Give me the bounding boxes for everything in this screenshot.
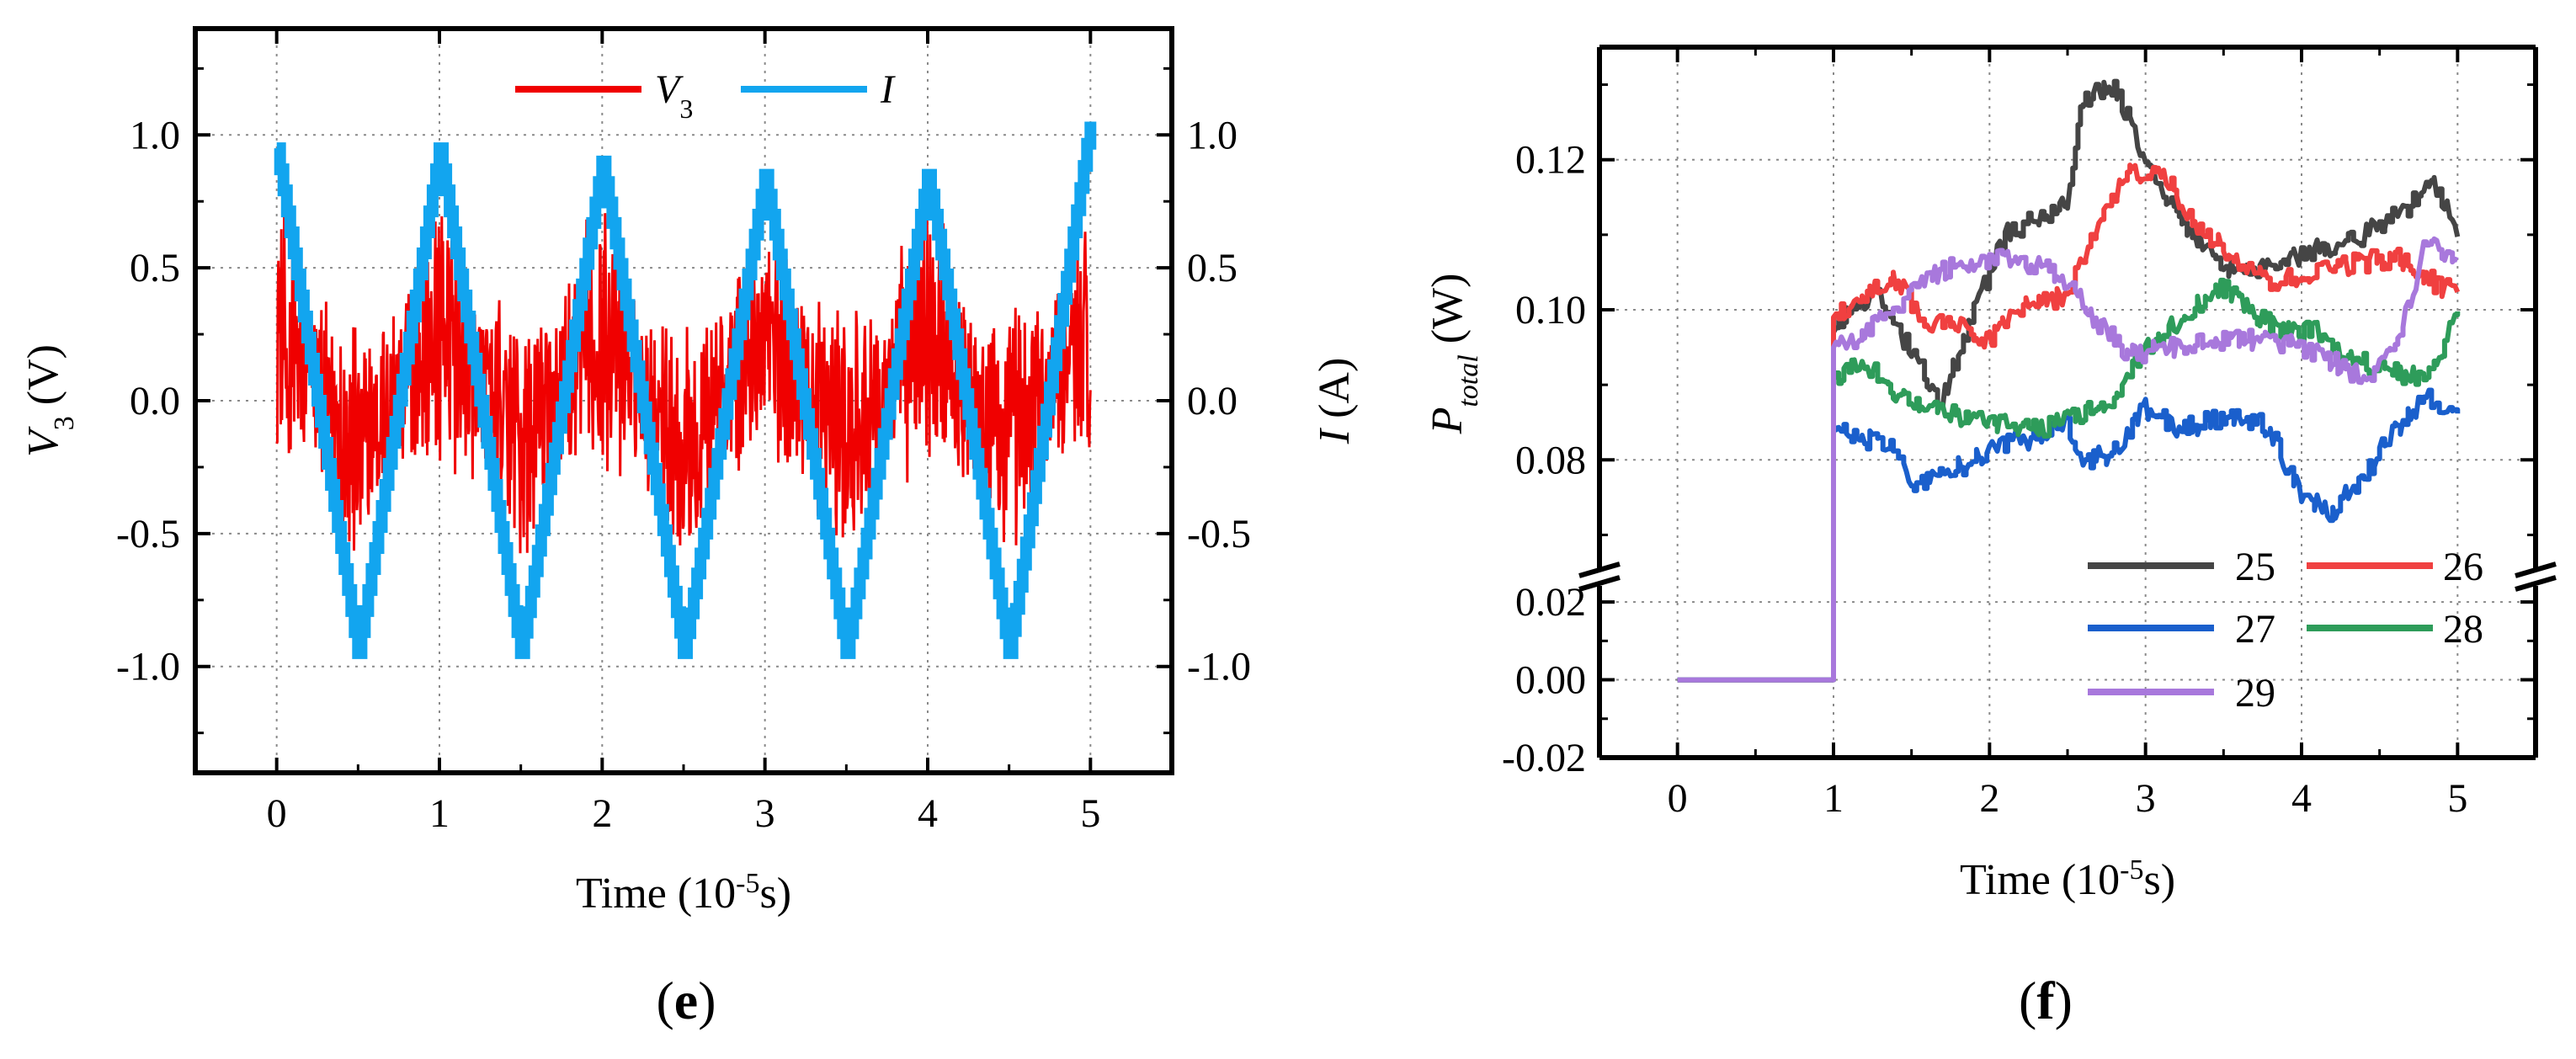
y-axis-label-e: V3 (V) [19,344,80,457]
axis-break-mark [2515,561,2557,578]
legend-label-28: 28 [2443,607,2483,652]
axis-break-mark [1578,561,1621,578]
x-tick-label-f: 0 [1668,776,1688,821]
panel-label-f: (f) [2019,971,2073,1030]
y-tick-label-f: 0.02 [1515,580,1586,625]
y-axis-label-f: Ptotal (W) [1424,274,1484,435]
x-tick-label-e: 0 [267,791,287,836]
panel-label-e: (e) [656,971,716,1030]
legend-label-26: 26 [2443,545,2483,589]
x-tick-label-f: 5 [2447,776,2467,821]
series-28 [1677,277,2461,683]
y2-tick-label-e: -0.5 [1187,512,1251,556]
series-I [274,121,1097,659]
x-axis-label-e: Time (10-5s) [576,868,791,918]
series-29 [1677,236,2459,683]
legend-label-29: 29 [2235,671,2275,716]
y2-tick-label-e: 1.0 [1187,113,1237,157]
x-tick-label-e: 5 [1080,791,1100,836]
series-27 [1677,387,2461,683]
x-tick-label-e: 4 [918,791,938,836]
y-tick-label-f: -0.02 [1502,736,1586,780]
series-26 [1677,162,2461,683]
chart-e: 0 1 2 3 4 5 1.0 0.5 0.0 -0.5 -1.0 1.0 0.5 0.0 -0.5 -1.0… [19,26,1359,1030]
y-tick-label-f: 0.10 [1515,288,1586,333]
x-tick-label-e: 3 [755,791,775,836]
axis-break-mark [1578,575,1621,592]
y2-tick-label-e: 0.5 [1187,246,1237,290]
legend-label-27: 27 [2235,607,2275,652]
x-tick-label-e: 1 [429,791,450,836]
y-tick-label-e: 0.5 [130,246,180,290]
y-tick-label-f: 0.12 [1515,138,1586,183]
legend-label-I: I [880,67,896,112]
series-V3 [275,206,1092,554]
series-25 [1677,78,2461,683]
y-tick-label-e: -1.0 [116,645,180,689]
y-tick-label-f: 0.08 [1515,438,1586,482]
x-axis-label-f: Time (10-5s) [1960,854,2175,905]
x-tick-label-e: 2 [592,791,612,836]
axis-break-mark [2515,575,2557,592]
y2-tick-label-e: -1.0 [1187,645,1251,689]
x-tick-label-f: 2 [1979,776,1999,821]
x-tick-label-f: 3 [2136,776,2156,821]
y-tick-label-e: 0.0 [130,379,180,423]
x-tick-label-f: 1 [1823,776,1844,821]
legend-label-25: 25 [2235,545,2275,589]
y-tick-label-f: 0.00 [1515,658,1586,703]
y2-axis-label-e: I (A) [1311,358,1359,445]
x-tick-label-f: 4 [2291,776,2312,821]
legend-label-V3: V3 [655,67,693,124]
y-tick-label-e: 1.0 [130,113,180,157]
y-tick-label-e: -0.5 [116,512,180,556]
chart-f: 0 1 2 3 4 5 0.12 0.10 0.08 0.02 0.00 -0.02 Time (10-… [1424,45,2557,1030]
y2-tick-label-e: 0.0 [1187,379,1237,423]
